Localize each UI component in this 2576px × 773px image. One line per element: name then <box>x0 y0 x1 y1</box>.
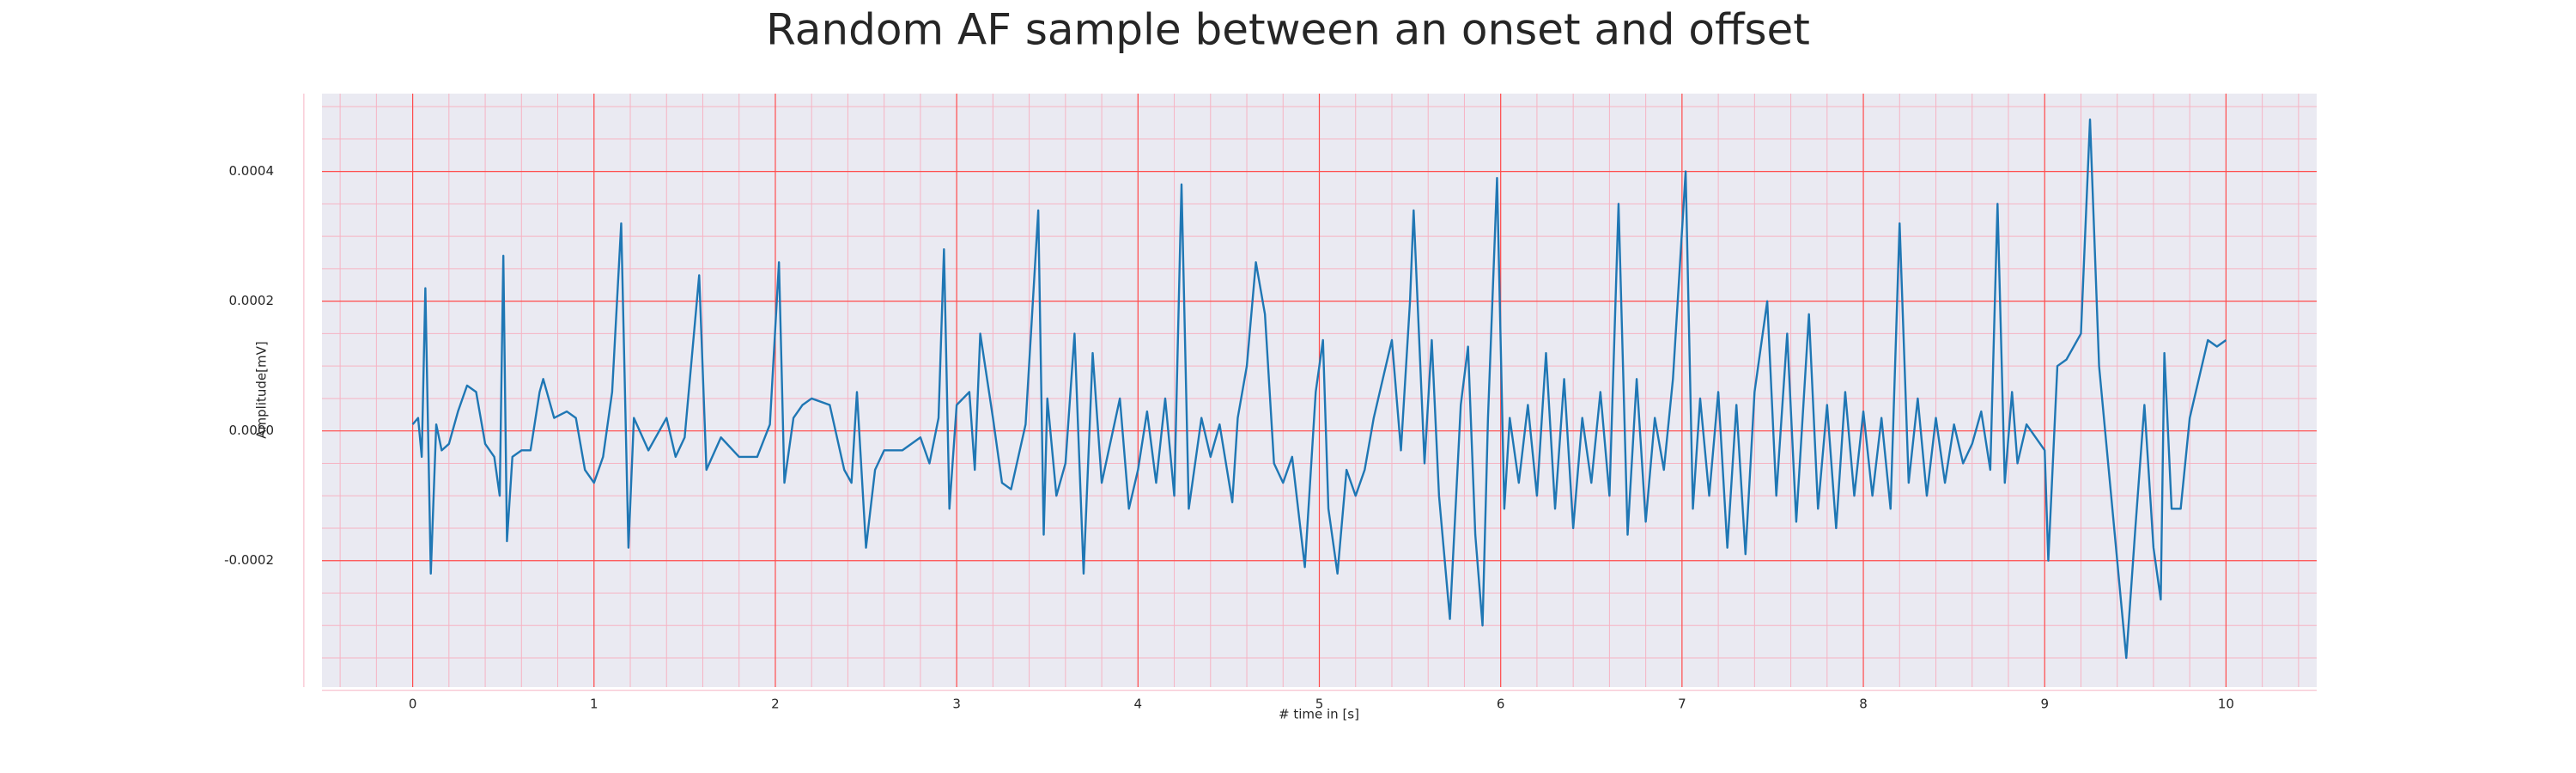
x-tick-label: 3 <box>952 697 961 712</box>
x-tick-label: 2 <box>771 697 780 712</box>
x-tick-label: 9 <box>2040 697 2049 712</box>
y-tick-label: -0.0002 <box>224 552 274 568</box>
y-tick-label: 0.0000 <box>229 423 275 438</box>
y-axis-label: Amplitude[mV] <box>254 341 270 438</box>
x-tick-label: 6 <box>1497 697 1505 712</box>
x-tick-label: 8 <box>1859 697 1868 712</box>
signal-line <box>411 119 2227 660</box>
x-axis-label: # time in [s] <box>1279 707 1359 722</box>
y-tick-label: 0.0004 <box>229 163 275 179</box>
x-tick-label: 0 <box>409 697 417 712</box>
chart-title: Random AF sample between an onset and of… <box>766 5 1810 55</box>
y-tick-label: 0.0002 <box>229 293 275 308</box>
x-tick-label: 1 <box>590 697 598 712</box>
grid <box>303 94 2317 691</box>
x-tick-label: 7 <box>1678 697 1686 712</box>
data <box>411 119 2227 660</box>
x-tick-label: 5 <box>1315 697 1324 712</box>
x-tick-label: 10 <box>2218 697 2234 712</box>
x-tick-label: 4 <box>1134 697 1143 712</box>
